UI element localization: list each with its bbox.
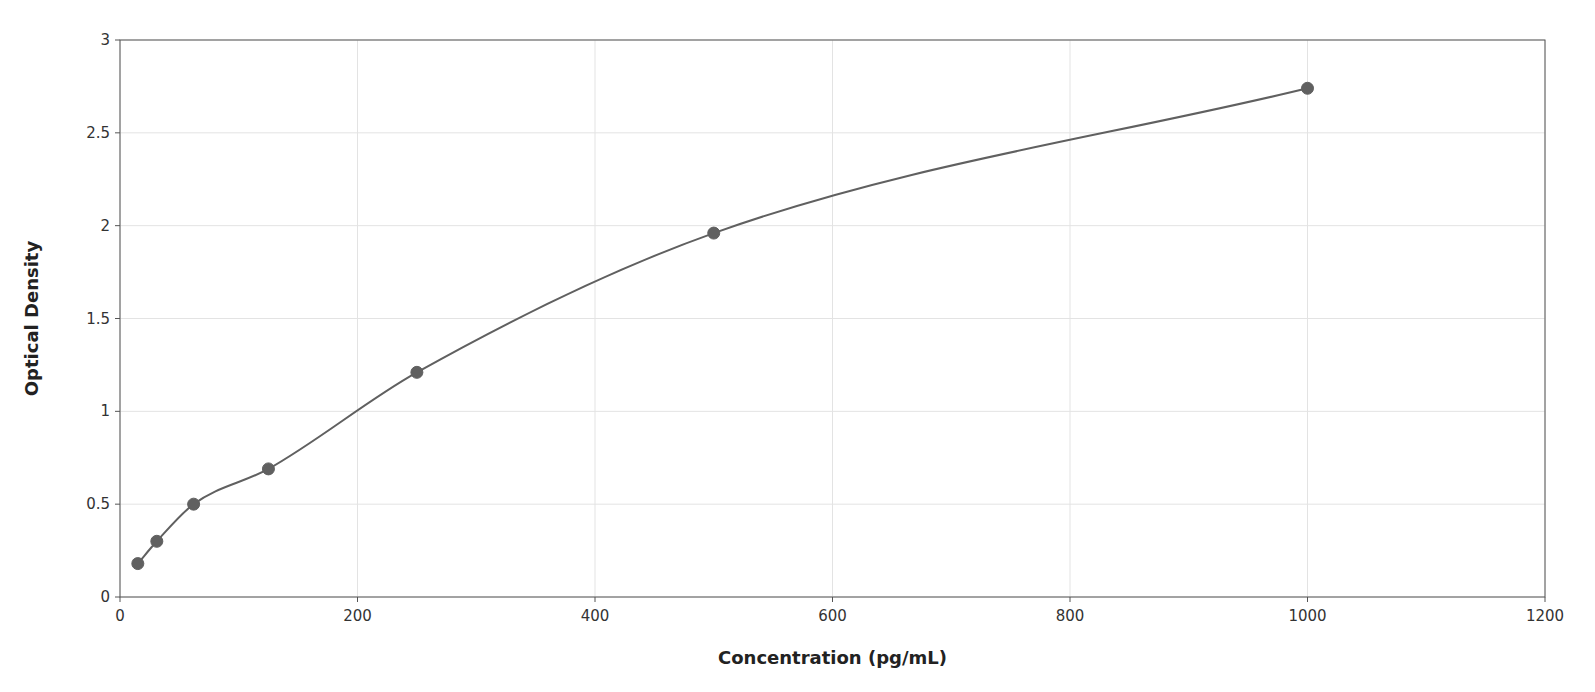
- y-grid-line: [120, 411, 1545, 412]
- y-tick-label: 0: [100, 588, 110, 606]
- y-tick: [115, 40, 120, 41]
- x-axis-label: Concentration (pg/mL): [718, 647, 947, 668]
- y-tick: [115, 225, 120, 226]
- data-point: [262, 463, 274, 475]
- data-point: [188, 498, 200, 510]
- x-tick-label: 400: [581, 607, 610, 625]
- y-tick-label: 1.5: [86, 310, 110, 328]
- data-point: [708, 227, 720, 239]
- chart-svg: 0 200 400 600 800 1000 1200 0 0.5 1 1.5 2 2.5 3 Concen…: [0, 0, 1595, 692]
- y-tick: [115, 132, 120, 133]
- y-tick-label: 0.5: [86, 495, 110, 513]
- y-grid-line: [120, 225, 1545, 226]
- data: [132, 82, 1314, 569]
- y-tick: [115, 504, 120, 505]
- y-grid-line: [120, 318, 1545, 319]
- x-tick-label: 1200: [1526, 607, 1564, 625]
- y-tick-label: 2: [100, 217, 110, 235]
- series-line: [138, 88, 1308, 563]
- x-tick: [1070, 597, 1071, 602]
- data-point: [132, 558, 144, 570]
- data-point: [151, 535, 163, 547]
- chart-container: 0 200 400 600 800 1000 1200 0 0.5 1 1.5 2 2.5 3 Concen…: [0, 0, 1595, 692]
- y-tick: [115, 318, 120, 319]
- y-tick-label: 1: [100, 402, 110, 420]
- data-point: [411, 366, 423, 378]
- y-axis-label: Optical Density: [21, 241, 42, 397]
- y-grid-line: [120, 132, 1545, 133]
- x-tick: [1545, 597, 1546, 602]
- x-tick: [357, 597, 358, 602]
- x-tick: [832, 597, 833, 602]
- x-tick-label: 600: [818, 607, 847, 625]
- x-tick: [120, 597, 121, 602]
- data-point: [1302, 82, 1314, 94]
- y-tick-label: 3: [100, 31, 110, 49]
- x-tick-label: 0: [115, 607, 125, 625]
- grid: [120, 40, 1545, 597]
- y-grid-line: [120, 504, 1545, 505]
- y-tick: [115, 597, 120, 598]
- x-tick-label: 200: [343, 607, 372, 625]
- x-tick: [1307, 597, 1308, 602]
- plot-background: [120, 40, 1545, 597]
- y-tick: [115, 411, 120, 412]
- y-tick-label: 2.5: [86, 124, 110, 142]
- x-tick-label: 800: [1056, 607, 1085, 625]
- plot-frame: [120, 40, 1545, 597]
- x-tick-label: 1000: [1288, 607, 1326, 625]
- axes: 0 200 400 600 800 1000 1200 0 0.5 1 1.5 2 2.5 3: [86, 31, 1564, 625]
- x-tick: [595, 597, 596, 602]
